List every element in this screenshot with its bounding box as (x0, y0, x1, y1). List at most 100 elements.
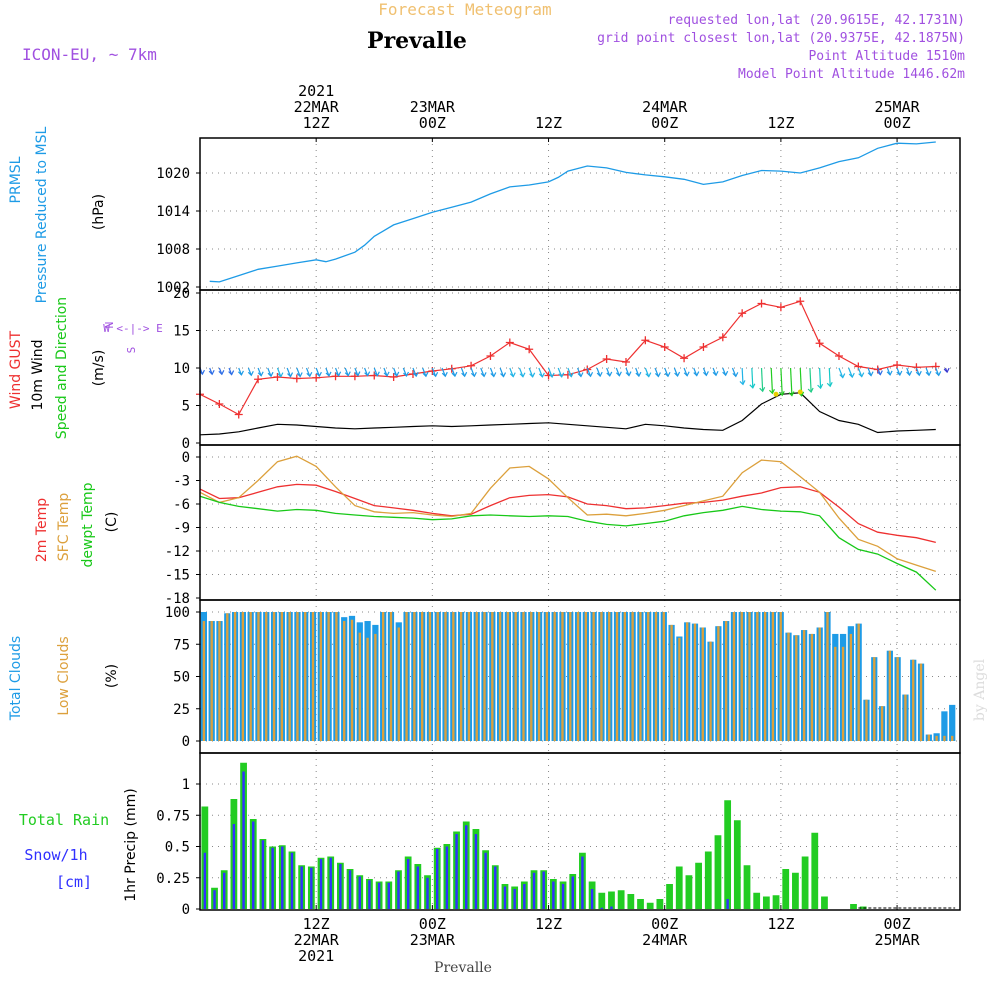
low-cloud-bar (296, 612, 299, 741)
y-tick-label: 10 (173, 361, 190, 377)
low-cloud-bar (405, 612, 408, 741)
low-cloud-bar (732, 612, 736, 741)
low-cloud-bar (802, 630, 806, 741)
snow-bar (561, 884, 565, 909)
low-cloud-bar (475, 612, 478, 741)
wind-arrowhead (702, 371, 709, 377)
wind-arrowhead (635, 371, 642, 378)
low-cloud-bar (249, 612, 252, 741)
low-cloud-bar (888, 650, 892, 741)
wind-arrow (644, 367, 650, 377)
low-cloud-bar (288, 612, 291, 741)
snow-bar (252, 821, 255, 909)
wind-arrowhead (529, 372, 536, 378)
time-label-bottom: 25MAR (874, 931, 920, 949)
wind-arrowhead (373, 371, 380, 377)
wind-arrowhead (451, 371, 458, 378)
station-title: Prevalle (367, 28, 467, 54)
gust-marker (776, 303, 785, 312)
point-altitude: Point Altitude 1510m (808, 49, 965, 64)
low-cloud-bar (498, 612, 502, 741)
wind-arrowhead (654, 372, 661, 378)
low-cloud-bar (763, 612, 767, 741)
wind-arrowhead (315, 371, 322, 378)
rain-bar (598, 892, 606, 909)
rain-label: Total Rain (19, 811, 109, 829)
wind-arrowhead (412, 371, 419, 378)
rain-bar (666, 884, 673, 909)
snow-bar (571, 876, 574, 909)
rain-bar (617, 890, 625, 909)
snow-bar (494, 866, 497, 909)
snow-bar (232, 824, 236, 909)
y-tick-label: 0.5 (165, 840, 190, 856)
low-cloud-bar (600, 612, 603, 741)
wind-arrowhead (906, 370, 913, 377)
wind-arrowhead (778, 390, 785, 397)
gust-marker (486, 352, 495, 360)
low-cloud-bar (584, 612, 588, 741)
model-label: ICON-EU, ~ 7km (22, 45, 157, 64)
rain-bar (762, 896, 770, 909)
low-cloud-bar (537, 612, 541, 741)
wind-arrowhead (422, 371, 429, 378)
wind-arrow (518, 367, 524, 377)
precip-unit: 1hr Precip (mm) (123, 788, 139, 901)
wind-arrow (809, 367, 812, 393)
rain-bar (850, 904, 857, 909)
wind-arrowhead (228, 370, 235, 376)
y-tick-label: 0 (182, 436, 190, 452)
wind-arrowhead (674, 371, 681, 378)
time-label-top: 00Z (884, 114, 911, 132)
wind-arrowhead (848, 372, 855, 379)
low-cloud-bar (202, 621, 206, 741)
y-tick-label: 100 (165, 605, 190, 621)
time-label-top: 12Z (767, 114, 794, 132)
low-cloud-bar (951, 735, 954, 741)
wind-arrowhead (490, 372, 497, 378)
rain-bar (743, 865, 751, 909)
gust-marker (738, 309, 747, 318)
wind-arrowhead (817, 383, 824, 390)
series-line-temp (199, 483, 936, 544)
rain-bar (695, 862, 702, 909)
wind-arrowhead (858, 372, 865, 378)
wind-arrowhead (558, 372, 565, 378)
wind-arrowhead (606, 371, 613, 377)
low-cloud-bar (592, 612, 595, 741)
low-cloud-bar (491, 612, 494, 741)
low-cloud-bar (873, 657, 876, 741)
snow-bar (348, 870, 352, 909)
snow-bar (455, 834, 458, 909)
y-tick-label: -6 (173, 497, 190, 513)
wind-arrow (528, 367, 534, 378)
y-tick-label: -9 (173, 521, 190, 537)
snow-bar (590, 889, 594, 909)
wind-arrowhead (596, 371, 603, 378)
time-label-bottom: 2021 (298, 947, 334, 965)
low-cloud-bar (459, 612, 463, 741)
rain-bar (792, 872, 799, 909)
low-cloud-bar (530, 612, 533, 741)
wind-arrowhead (839, 373, 846, 379)
snow-label: Snow/1h (24, 846, 87, 864)
y-tick-label: 1014 (156, 204, 190, 220)
low-cloud-bar (335, 612, 338, 741)
footer-station: Prevalle (434, 960, 492, 976)
rain-bar (821, 896, 828, 909)
snow-bar (406, 859, 410, 909)
low-cloud-bar (366, 637, 369, 741)
gust-marker (680, 354, 689, 363)
wind-arrow (557, 367, 563, 378)
snow-bar (310, 867, 313, 909)
low-cloud-bar (311, 612, 315, 741)
low-cloud-bar (553, 612, 556, 741)
wind-arrow (751, 367, 754, 388)
pressure-unit: (hPa) (91, 194, 107, 230)
y-tick-label: 75 (173, 637, 190, 653)
wind-arrow (789, 367, 793, 396)
snow-bar (600, 907, 603, 909)
low-cloud-bar (943, 735, 946, 741)
time-label-bottom: 22MAR (294, 931, 340, 949)
low-cloud-bar (467, 612, 471, 741)
